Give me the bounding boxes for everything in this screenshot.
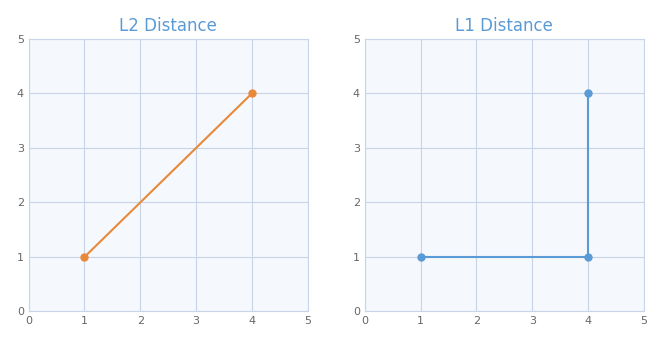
Title: L2 Distance: L2 Distance: [120, 17, 217, 35]
Title: L1 Distance: L1 Distance: [456, 17, 553, 35]
